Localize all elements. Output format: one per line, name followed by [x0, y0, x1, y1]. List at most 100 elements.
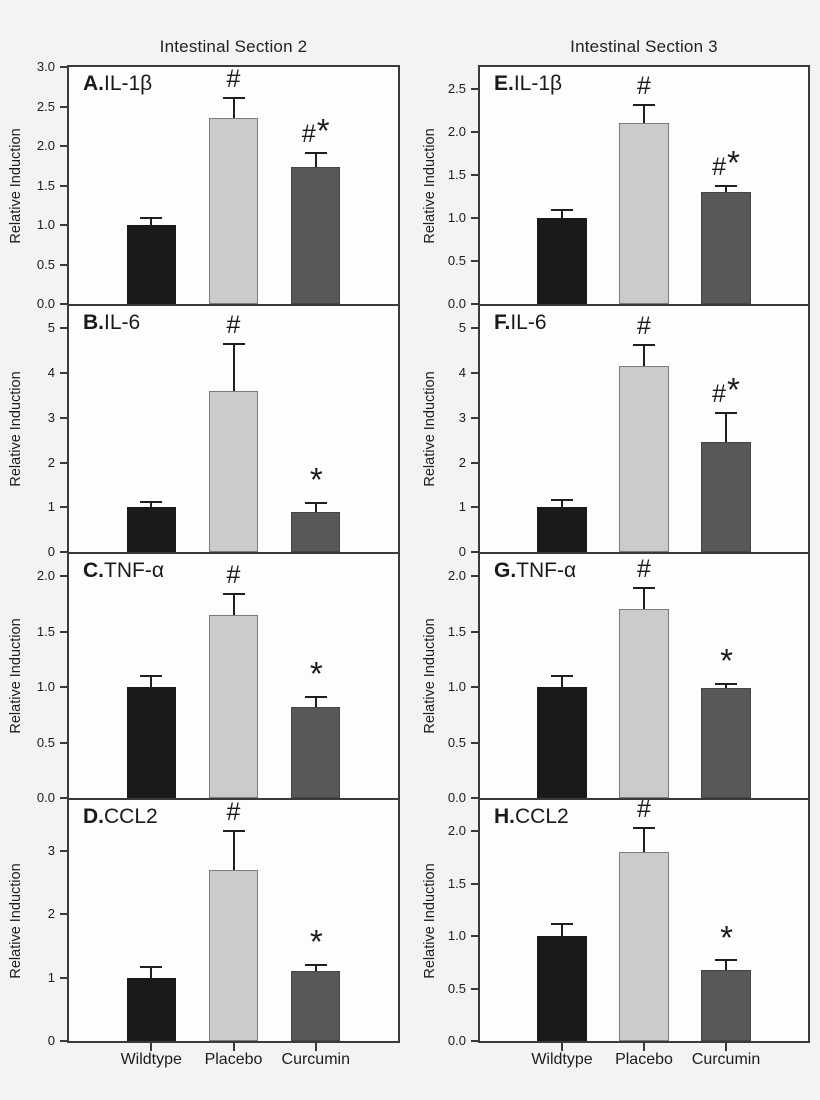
- y-tick-mark: [471, 686, 478, 689]
- y-tick-mark: [471, 506, 478, 509]
- y-tick-label: 2.5: [447, 80, 466, 96]
- significance-marker: *: [719, 644, 733, 678]
- x-tick-mark: [561, 1043, 563, 1051]
- x-category-label-curcumin: Curcumin: [281, 1051, 350, 1068]
- error-bar-line: [314, 501, 317, 512]
- bar-curcumin: [291, 511, 341, 552]
- error-bar-line: [232, 592, 235, 615]
- x-tick-mark: [643, 1043, 645, 1051]
- bar-placebo: [208, 117, 259, 304]
- y-tick-mark: [60, 263, 67, 266]
- y-tick-mark: [60, 575, 67, 578]
- panel-gene-name: IL-1β: [104, 72, 153, 95]
- asterisk-symbol: *: [727, 371, 740, 409]
- panel-E: 2.5 2.0 1.5 1.0 0.5 0.0 # # * E.IL-1β: [448, 65, 810, 314]
- error-bar-line: [725, 185, 727, 192]
- y-tick-mark: [471, 630, 478, 633]
- y-tick-label: 0: [47, 544, 55, 559]
- panel-title-A: A.IL-1β: [83, 72, 152, 96]
- y-tick-mark: [60, 630, 67, 633]
- x-category-label-wildtype: Wildtype: [120, 1051, 182, 1068]
- panel-title-B: B.IL-6: [83, 311, 140, 335]
- panel-title-D: D.CCL2: [83, 805, 158, 829]
- y-tick-label: 2.0: [447, 568, 466, 584]
- y-tick-label: 1.5: [36, 177, 55, 193]
- y-tick-mark: [471, 173, 478, 176]
- y-axis-title: Relative Induction: [422, 618, 438, 734]
- y-tick-mark: [471, 259, 478, 262]
- panel-letter: A.: [83, 72, 104, 95]
- error-bar-cap: [140, 500, 163, 503]
- bar-wildtype: [126, 977, 176, 1041]
- y-tick-mark: [471, 416, 478, 419]
- y-tick-label: 1.5: [36, 623, 55, 639]
- error-bar-line: [150, 966, 153, 978]
- panel-letter: B.: [83, 311, 104, 334]
- column-title-section-2: Intestinal Section 2: [159, 37, 308, 56]
- hash-symbol: #: [637, 795, 651, 824]
- y-tick-label: 3: [47, 842, 55, 858]
- significance-marker: #: [637, 314, 651, 339]
- plot-area-H: 2.0 1.5 1.0 0.5 0.0 # * H.CCL2: [448, 795, 808, 1051]
- x-category-label-curcumin: Curcumin: [691, 1051, 761, 1068]
- y-tick-label: 0.5: [447, 980, 466, 996]
- y-tick-label: 2.0: [447, 823, 466, 839]
- bar-placebo: [619, 609, 669, 798]
- error-bar-line: [643, 587, 645, 610]
- y-tick-mark: [60, 416, 67, 419]
- y-axis-title: Relative Induction: [8, 127, 24, 244]
- hash-symbol: #: [226, 560, 241, 589]
- y-tick-label: 0.5: [447, 734, 466, 750]
- y-tick-mark: [60, 372, 67, 375]
- significance-marker: *: [309, 925, 323, 959]
- panel-title-E: E.IL-1β: [494, 72, 562, 96]
- panel-title-H: H.CCL2: [494, 805, 569, 829]
- bar-placebo: [208, 390, 259, 552]
- plot-area-F: 5 4 3 2 1 0 # # * F.IL-6: [459, 306, 808, 562]
- error-bar-cap: [715, 682, 737, 685]
- error-bar-cap: [222, 829, 245, 832]
- bar-wildtype: [126, 507, 176, 552]
- significance-marker: #: [637, 557, 651, 582]
- plot-area-C: 2.0 1.5 1.0 0.5 0.0 # * C.TNF-α: [37, 554, 398, 808]
- error-bar-cap: [715, 412, 737, 415]
- hash-symbol: #: [637, 72, 651, 101]
- y-tick-mark: [60, 849, 67, 852]
- hash-symbol: #: [226, 65, 241, 94]
- panel-letter: C.: [83, 559, 104, 582]
- y-tick-mark: [60, 686, 67, 689]
- panel-title-G: G.TNF-α: [494, 559, 576, 583]
- panel-A: 3.0 2.5 2.0 1.5 1.0 0.5 0.0 # # * A.IL-1β: [37, 59, 400, 314]
- hash-symbol: #: [637, 555, 651, 584]
- error-bar-cap: [222, 342, 245, 345]
- y-tick-mark: [60, 741, 67, 744]
- y-tick-mark: [471, 741, 478, 744]
- error-bar-line: [643, 104, 645, 124]
- significance-marker: *: [719, 921, 733, 955]
- error-bar-line: [150, 217, 153, 225]
- x-tick-mark: [725, 1043, 727, 1051]
- hash-symbol: #: [712, 153, 727, 182]
- y-tick-label: 1.0: [447, 928, 466, 944]
- asterisk-symbol: *: [727, 144, 740, 182]
- significance-marker: # *: [712, 147, 740, 182]
- x-tick-mark: [232, 1043, 235, 1051]
- plot-area-G: 2.0 1.5 1.0 0.5 0.0 # * G.TNF-α: [448, 554, 808, 808]
- y-tick-mark: [471, 551, 478, 553]
- significance-marker: #: [637, 74, 651, 99]
- x-category-label-placebo: Placebo: [615, 1051, 673, 1068]
- bar-placebo: [619, 366, 669, 552]
- bar-wildtype: [537, 687, 587, 798]
- error-bar-cap: [633, 827, 655, 830]
- asterisk-symbol: *: [720, 641, 733, 679]
- asterisk-symbol: *: [309, 655, 323, 693]
- hash-symbol: #: [226, 310, 241, 339]
- y-tick-mark: [471, 130, 478, 133]
- y-tick-label: 0.5: [36, 256, 55, 272]
- asterisk-symbol: *: [309, 461, 323, 499]
- panel-letter: G.: [494, 559, 517, 582]
- error-bar-cap: [304, 963, 327, 966]
- x-tick-mark: [150, 1043, 153, 1051]
- asterisk-symbol: *: [316, 111, 330, 149]
